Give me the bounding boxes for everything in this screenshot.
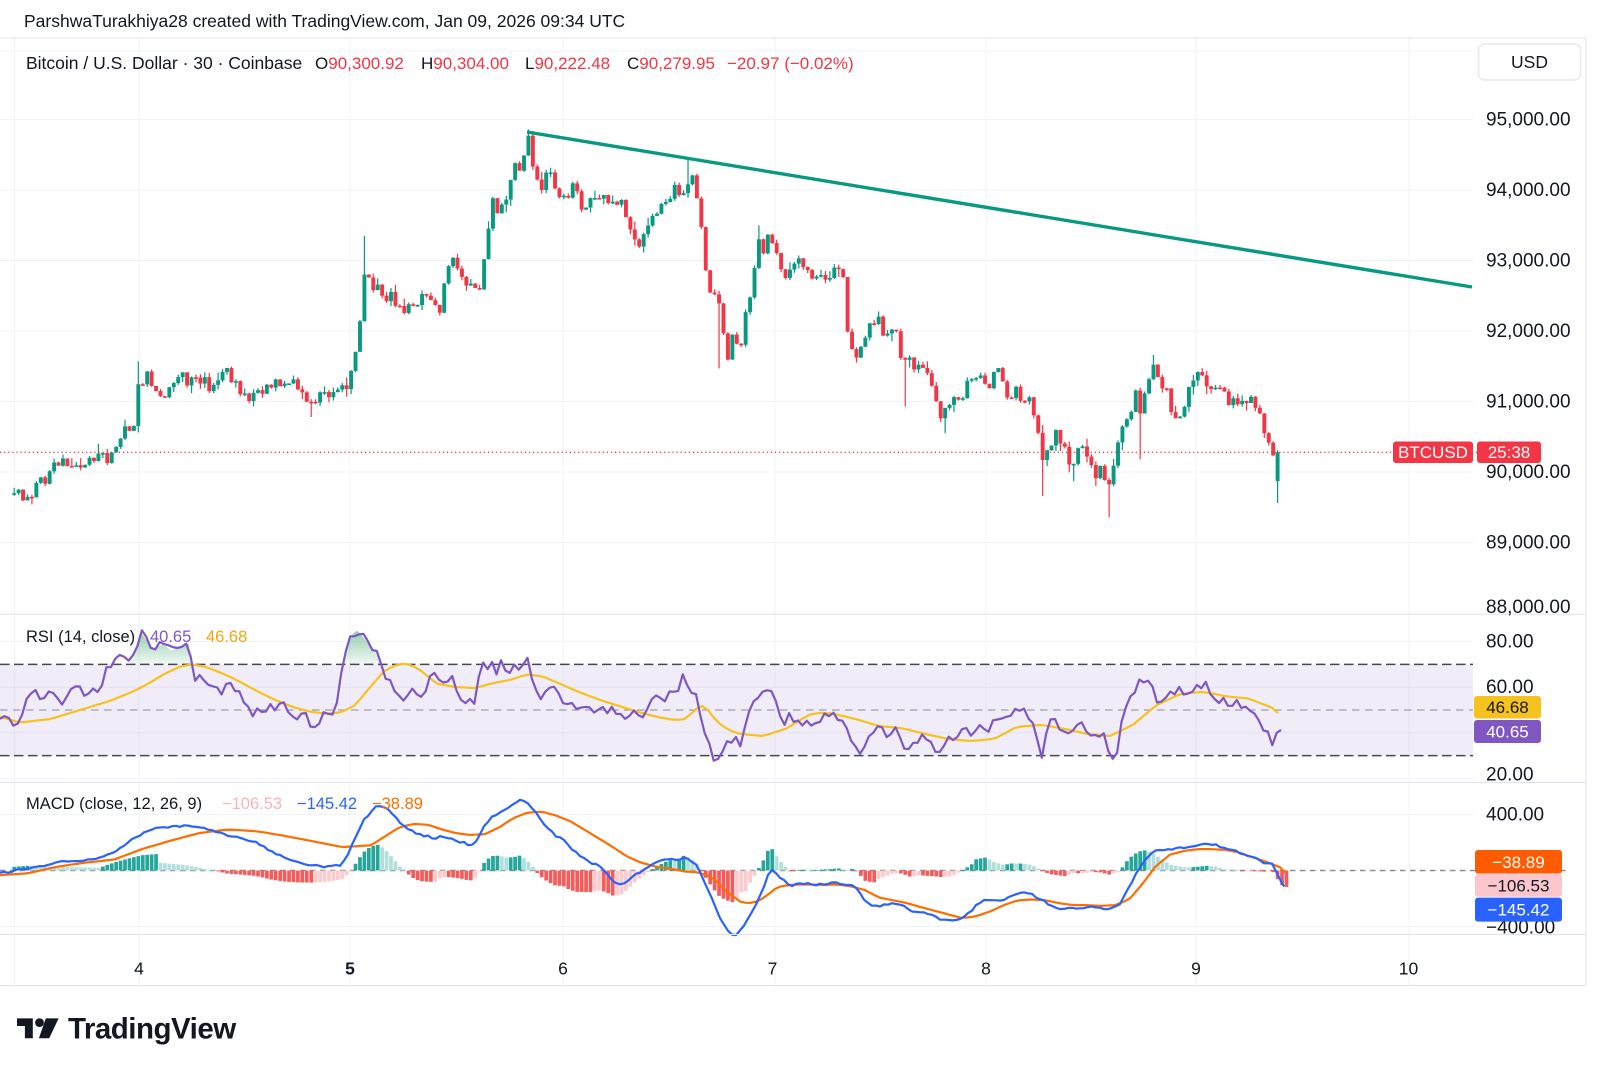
svg-text:−106.53: −106.53 [1488,876,1550,895]
svg-text:25:38: 25:38 [1488,443,1531,462]
svg-text:10: 10 [1399,959,1419,979]
svg-text:−145.42: −145.42 [297,795,357,813]
svg-text:46.68: 46.68 [1486,698,1529,717]
svg-text:8: 8 [981,959,991,979]
svg-text:RSI (14, close): RSI (14, close) [26,628,135,646]
svg-text:92,000.00: 92,000.00 [1486,321,1571,342]
svg-text:95,000.00: 95,000.00 [1486,110,1571,131]
svg-text:90,000.00: 90,000.00 [1486,462,1571,483]
svg-text:89,000.00: 89,000.00 [1486,533,1571,554]
svg-text:−400.00: −400.00 [1486,918,1555,939]
svg-text:TradingView: TradingView [68,1013,236,1046]
svg-text:60.00: 60.00 [1486,677,1534,698]
svg-text:46.68: 46.68 [206,628,247,646]
svg-text:40.65: 40.65 [1486,723,1529,742]
svg-text:MACD (close, 12, 26, 9): MACD (close, 12, 26, 9) [26,795,202,813]
svg-text:−20.97 (−0.02%): −20.97 (−0.02%) [727,54,854,73]
svg-text:−145.42: −145.42 [1488,901,1550,920]
svg-text:91,000.00: 91,000.00 [1486,392,1571,413]
svg-text:−106.53: −106.53 [222,795,282,813]
svg-text:USD: USD [1511,52,1548,72]
svg-text:93,000.00: 93,000.00 [1486,251,1571,272]
svg-text:7: 7 [768,959,778,979]
svg-text:80.00: 80.00 [1486,632,1534,653]
svg-text:20.00: 20.00 [1486,765,1534,786]
svg-text:Bitcoin / U.S. Dollar · 30 · C: Bitcoin / U.S. Dollar · 30 · Coinbase [26,53,302,73]
svg-text:9: 9 [1191,959,1201,979]
svg-text:40.65: 40.65 [150,628,191,646]
svg-text:6: 6 [558,959,568,979]
svg-text:H90,304.00: H90,304.00 [421,54,509,73]
svg-text:O90,300.92: O90,300.92 [315,54,404,73]
svg-text:−38.89: −38.89 [1492,853,1544,872]
svg-text:94,000.00: 94,000.00 [1486,180,1571,201]
svg-text:4: 4 [134,959,144,979]
svg-text:88,000.00: 88,000.00 [1486,597,1571,618]
svg-text:5: 5 [345,959,355,979]
svg-text:ParshwaTurakhiya28 created wit: ParshwaTurakhiya28 created with TradingV… [24,11,625,31]
svg-text:C90,279.95: C90,279.95 [627,54,715,73]
svg-text:400.00: 400.00 [1486,805,1544,826]
svg-text:−38.89: −38.89 [372,795,423,813]
svg-text:BTCUSD: BTCUSD [1398,443,1468,462]
svg-text:L90,222.48: L90,222.48 [525,54,610,73]
